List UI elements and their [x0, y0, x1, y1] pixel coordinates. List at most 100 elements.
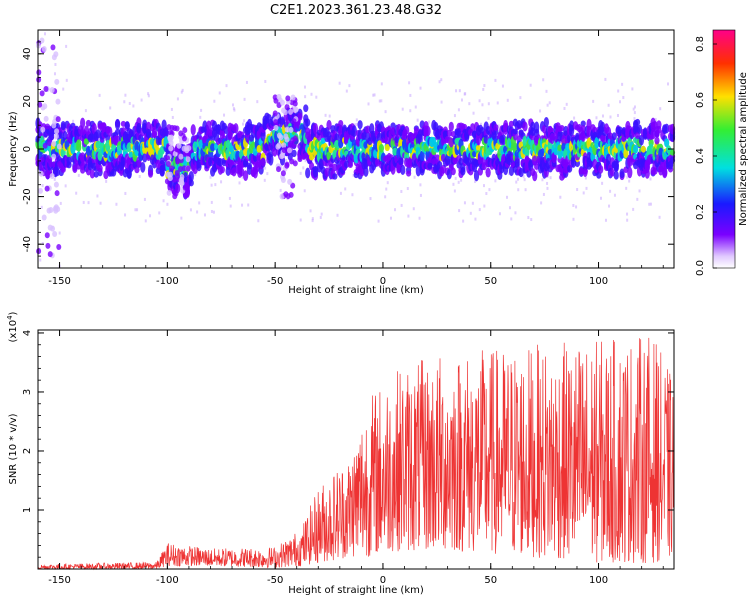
heat-cell-feature	[272, 94, 278, 101]
heat-cell-faint	[200, 108, 203, 112]
colorbar-gradient	[713, 30, 735, 268]
heat-cell-feature	[55, 206, 61, 213]
heat-cell-faint	[648, 202, 651, 206]
heat-cell-faint	[428, 120, 431, 124]
heat-cell-feature	[36, 248, 42, 255]
heat-cell	[485, 167, 491, 178]
heat-cell-faint	[548, 101, 551, 105]
heat-cell	[136, 122, 142, 134]
heat-cell-faint	[65, 44, 68, 48]
heat-cell-faint	[40, 205, 43, 209]
heat-cell-faint	[536, 169, 539, 173]
heat-cell-faint	[501, 84, 504, 88]
heat-cell	[508, 165, 515, 177]
heat-cell	[398, 157, 404, 166]
heat-cell-faint	[147, 92, 150, 96]
heat-cell-faint	[626, 218, 629, 222]
heat-cell-faint	[498, 212, 501, 216]
heat-cell-faint	[291, 105, 294, 109]
heat-cell	[365, 125, 371, 134]
heat-cell-feature	[47, 251, 53, 258]
heat-cell	[60, 120, 66, 131]
heat-cell	[448, 121, 454, 132]
heat-cell-feature	[276, 132, 282, 139]
heat-cell	[396, 166, 402, 174]
heat-cell	[260, 157, 266, 167]
heat-cell-faint	[196, 210, 199, 214]
heat-cell	[338, 119, 344, 128]
colorbar-ticks: 0.0 0.2 0.4 0.6 0.8	[695, 36, 717, 276]
heat-cell-feature	[286, 147, 292, 154]
y-tick-label: 1	[22, 507, 33, 513]
heat-cell-faint	[344, 187, 347, 191]
heat-cell-faint	[460, 178, 463, 182]
heat-cell	[80, 117, 86, 129]
heat-cell-faint	[607, 103, 610, 107]
heat-cell-faint	[440, 78, 443, 82]
heat-cell-feature	[290, 94, 296, 101]
heat-cell-faint	[373, 93, 376, 97]
heat-cell-feature	[48, 161, 54, 168]
heat-cell-faint	[245, 80, 248, 84]
heat-cell-faint	[592, 99, 595, 103]
heat-cell-faint	[542, 78, 545, 82]
heat-cell-feature	[273, 124, 279, 131]
heat-cell-faint	[440, 100, 443, 104]
heat-cell	[54, 168, 61, 177]
heat-cell-faint	[478, 208, 481, 212]
heat-cell	[219, 166, 225, 174]
heat-cell-faint	[582, 191, 585, 195]
snr-scale-exponent: 4	[6, 315, 14, 320]
heat-cell-feature	[165, 161, 171, 168]
heat-cell-faint	[559, 195, 562, 199]
heat-cell-faint	[508, 206, 511, 210]
heat-cell-faint	[400, 203, 403, 207]
heat-cell-feature	[168, 145, 174, 152]
x-tick-label: 100	[589, 575, 608, 586]
heat-cell	[266, 113, 272, 121]
heat-cell	[514, 158, 520, 167]
heat-cell	[243, 159, 249, 168]
heat-cell-faint	[41, 242, 44, 246]
heat-cell-faint	[310, 92, 313, 96]
heat-cell-faint	[488, 188, 491, 192]
colorbar-tick-label: 0.6	[695, 92, 706, 108]
heat-cell-feature	[182, 127, 188, 134]
heat-cell-faint	[124, 93, 127, 97]
heat-cell-faint	[285, 158, 288, 162]
heat-cell	[638, 134, 645, 146]
heat-cell-faint	[633, 111, 636, 115]
heat-cell	[605, 153, 612, 165]
heat-cell	[516, 120, 522, 129]
heat-cell-faint	[304, 159, 307, 163]
heat-cell-faint	[210, 183, 213, 187]
spectrogram-x-axis-label: Height of straight line (km)	[288, 285, 424, 296]
heat-cell-faint	[62, 87, 65, 91]
heat-cell-faint	[658, 215, 661, 219]
heat-cell-faint	[419, 193, 422, 197]
heat-cell-faint	[380, 82, 383, 86]
heat-cell-faint	[483, 84, 486, 88]
heat-cell-faint	[576, 188, 579, 192]
y-tick-label: 20	[22, 95, 33, 108]
heat-cell-faint	[494, 152, 497, 156]
heat-cell-feature	[272, 110, 278, 117]
heat-cell-faint	[136, 208, 139, 212]
heat-cell	[592, 126, 598, 134]
heat-cell-faint	[419, 86, 422, 90]
colorbar-frame	[712, 29, 736, 269]
heat-cell-faint	[452, 182, 455, 186]
heat-cell-faint	[599, 196, 602, 200]
y-tick-label: 3	[22, 389, 33, 395]
heat-cell-faint	[524, 188, 527, 192]
heat-cell-feature	[44, 232, 50, 239]
heat-cell-faint	[497, 124, 500, 128]
heat-cell	[627, 166, 633, 179]
heat-cell-feature	[54, 78, 60, 85]
heat-cell-feature	[166, 189, 172, 196]
heat-cell-faint	[628, 179, 631, 183]
heat-cell	[305, 118, 311, 127]
heat-cell-feature	[36, 76, 42, 83]
heat-cell-faint	[59, 201, 62, 205]
